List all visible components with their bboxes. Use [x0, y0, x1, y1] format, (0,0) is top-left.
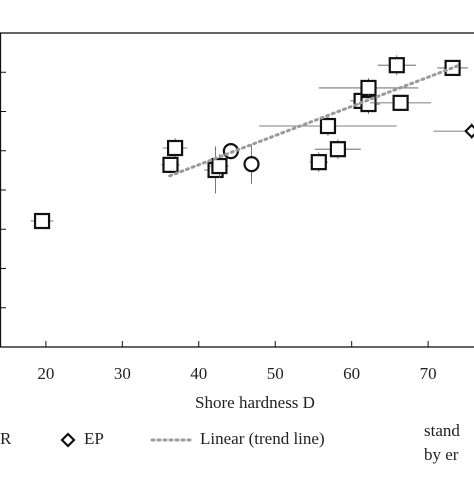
square-marker — [394, 96, 408, 110]
diamond-marker — [466, 125, 474, 137]
annotation: by er — [424, 445, 459, 464]
square-marker — [321, 119, 335, 133]
square-marker — [212, 159, 226, 173]
x-tick-label: 50 — [267, 364, 284, 383]
plot-frame — [1, 33, 474, 347]
square-marker — [168, 141, 182, 155]
square-marker — [163, 158, 177, 172]
legend-label: Linear (trend line) — [200, 429, 325, 448]
square-marker — [35, 214, 49, 228]
legend-label: R — [0, 429, 12, 448]
x-axis-label: Shore hardness D — [195, 393, 315, 412]
x-tick-label: 30 — [114, 364, 131, 383]
x-tick-label: 60 — [343, 364, 360, 383]
x-tick-label: 70 — [420, 364, 437, 383]
square-marker — [331, 142, 345, 156]
legend-label: EP — [84, 429, 104, 448]
square-marker — [312, 155, 326, 169]
annotation: stand — [424, 421, 460, 440]
square-marker — [390, 58, 404, 72]
legend-diamond — [62, 434, 74, 446]
x-tick-label: 40 — [190, 364, 207, 383]
square-marker — [361, 81, 375, 95]
circle-marker — [245, 157, 259, 171]
x-tick-label: 20 — [37, 364, 54, 383]
